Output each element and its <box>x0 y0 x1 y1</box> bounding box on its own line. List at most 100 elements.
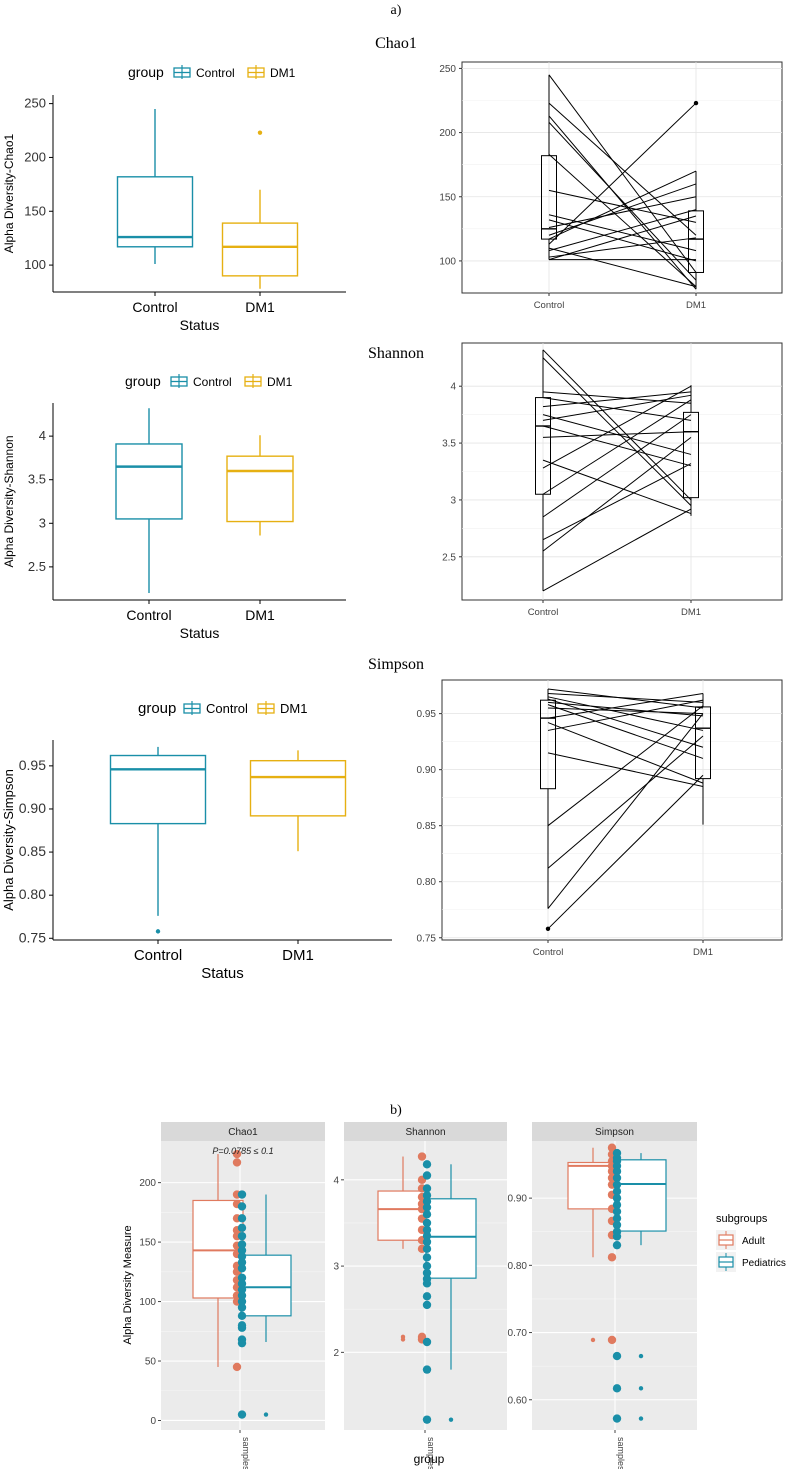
facet-shannon-y-tick-label: 3 <box>333 1262 339 1273</box>
facet-chao1-pediatrics-point <box>237 1279 247 1288</box>
shannon-paired-line <box>542 385 692 469</box>
chao1-paired-y-tick-label: 100 <box>439 256 456 267</box>
facet-chao1-y-tick-label: 150 <box>139 1238 156 1249</box>
facet-simpson-pediatrics-outlier <box>638 1353 644 1359</box>
chao1-paired-line <box>548 189 697 223</box>
chao1-legend-title: group <box>128 64 164 80</box>
simpson-y-tick-label: 0.95 <box>19 757 46 773</box>
facet-chao1-pediatrics-point <box>237 1311 247 1321</box>
facet-chao1-pediatrics-box <box>240 1194 292 1417</box>
simpson-box-control-outlier <box>155 929 161 934</box>
facet-simpson-pediatrics-point <box>612 1384 622 1393</box>
facet-chao1-y-tick-label: 200 <box>139 1178 156 1189</box>
simpson-paired-line <box>547 713 704 909</box>
facet-chao1-adult-point <box>232 1158 242 1167</box>
facet-shannon-strip-label: Shannon <box>405 1127 445 1138</box>
shannon-legend-label-dm1: DM1 <box>267 375 293 389</box>
shannon-x-tick-label-dm1: DM1 <box>245 607 275 623</box>
simpson-y-tick-label: 0.80 <box>19 886 46 902</box>
shannon-y-tick-label: 2.5 <box>28 559 46 574</box>
chao1-y-axis-title: Alpha Diversity-Chao1 <box>2 133 16 253</box>
shannon-legend-key-control <box>170 374 188 388</box>
chao1-paired-y-tick-label: 150 <box>439 192 456 203</box>
chao1-paired-line <box>548 154 697 287</box>
chao1-paired-outlier <box>693 100 699 106</box>
facet-chao1-y-tick-label: 50 <box>145 1357 157 1368</box>
shannon-box-dm1 <box>226 435 294 536</box>
facet-simpson-y-tick-label: 0.60 <box>508 1395 528 1406</box>
chao1-paired-x-tick-label-dm1: DM1 <box>686 300 706 311</box>
shannon-y-tick-label: 3.5 <box>28 472 46 487</box>
facet-shannon-strip <box>344 1122 507 1141</box>
shannon-paired-line <box>542 391 692 408</box>
facet-shannon-pediatrics-point <box>422 1191 432 1200</box>
part-b-label: b) <box>390 1103 402 1118</box>
chao1-y-tick-label: 200 <box>24 149 46 164</box>
facet-simpson-y-tick-label: 0.80 <box>508 1261 528 1272</box>
facet-simpson-pediatrics-iqr <box>615 1159 667 1232</box>
facet-simpson-pediatrics-outlier <box>638 1386 644 1391</box>
chao1-paired-panel <box>461 61 783 294</box>
shannon-paired-line <box>542 397 692 421</box>
simpson-paired-line <box>547 696 704 731</box>
facet-chao1-sample-points <box>232 1149 247 1419</box>
facet-shannon-adult-outlier <box>400 1337 406 1342</box>
simpson-paired-y-tick-label: 0.95 <box>417 709 437 720</box>
facet-shannon-pediatrics-point <box>422 1225 432 1235</box>
facet-simpson-pediatrics-point <box>612 1193 622 1203</box>
chao1-paired-line <box>548 170 697 240</box>
facet-shannon-pediatrics-point <box>422 1171 432 1180</box>
chao1-box-control <box>116 108 194 265</box>
facet-chao1-pediatrics-outlier <box>263 1412 269 1417</box>
facet-shannon-pediatrics-point <box>422 1244 432 1254</box>
shannon-paired-line <box>542 399 692 495</box>
simpson-paired-outlier <box>545 926 551 931</box>
shannon-paired-x-tick-label-control: Control <box>528 607 559 618</box>
facet-simpson-pediatrics-point <box>612 1180 622 1189</box>
shannon-x-tick-label-control: Control <box>126 607 171 623</box>
shannon-paired-y-tick-label: 4 <box>450 382 456 393</box>
facet-simpson-adult-point <box>607 1253 617 1262</box>
simpson-paired-line <box>547 707 704 715</box>
facet-simpson-pediatrics-point <box>612 1232 622 1241</box>
facet-shannon-pediatrics-outlier <box>448 1417 454 1422</box>
simpson-paired-y-tick-label: 0.85 <box>417 821 437 832</box>
facet-shannon-pediatrics-point <box>422 1415 432 1424</box>
shannon-paired-y-tick-label: 2.5 <box>442 552 456 563</box>
chao1-paired-line <box>548 247 697 288</box>
simpson-legend-title: group <box>138 700 176 717</box>
facet-shannon-pediatrics-point <box>422 1218 432 1228</box>
simpson-x-tick-label-control: Control <box>134 947 182 964</box>
shannon-paired-y-tick-label: 3 <box>450 495 456 506</box>
simpson-y-tick-label: 0.75 <box>19 929 46 945</box>
shannon-paired-line <box>542 391 692 404</box>
shannon-paired-line <box>542 431 692 438</box>
facet-simpson-adult-outlier <box>590 1337 596 1343</box>
facet-shannon-pediatrics-point <box>422 1160 432 1169</box>
shannon-legend-title: group <box>125 373 161 389</box>
simpson-paired-y-tick-label: 0.80 <box>417 877 437 888</box>
shannon-paired-line <box>542 357 692 506</box>
facet-shannon-y-tick-label: 2 <box>333 1348 339 1359</box>
simpson-legend-label-dm1: DM1 <box>280 701 307 716</box>
simpson-paired-line <box>547 692 704 719</box>
shannon-box-control <box>115 408 183 594</box>
facet-chao1-p-value-annotation: P=0.0785 ≤ 0.1 <box>212 1146 273 1156</box>
facet-simpson-pediatrics-point <box>612 1207 622 1216</box>
facet-simpson-y-tick-label: 0.70 <box>508 1328 528 1339</box>
shannon-x-axis-title: Status <box>180 625 220 641</box>
shannon-y-tick-label: 3 <box>39 515 46 530</box>
simpson-paired-line <box>547 774 704 930</box>
chao1-paired-lines <box>548 74 697 290</box>
facets-x-axis-title: group <box>414 1452 445 1466</box>
shannon-paired-line <box>542 425 692 467</box>
facet-chao1-pediatrics-iqr <box>240 1254 292 1317</box>
chao1-y-tick-label: 150 <box>24 203 46 218</box>
simpson-paired-line <box>547 735 704 869</box>
shannon-paired-line <box>542 436 692 552</box>
facet-shannon-pediatrics-box <box>425 1164 477 1422</box>
chao1-legend-label-control: Control <box>196 66 235 80</box>
chao1-paired-line <box>548 215 697 261</box>
facet-simpson-pediatrics-point <box>612 1414 622 1423</box>
